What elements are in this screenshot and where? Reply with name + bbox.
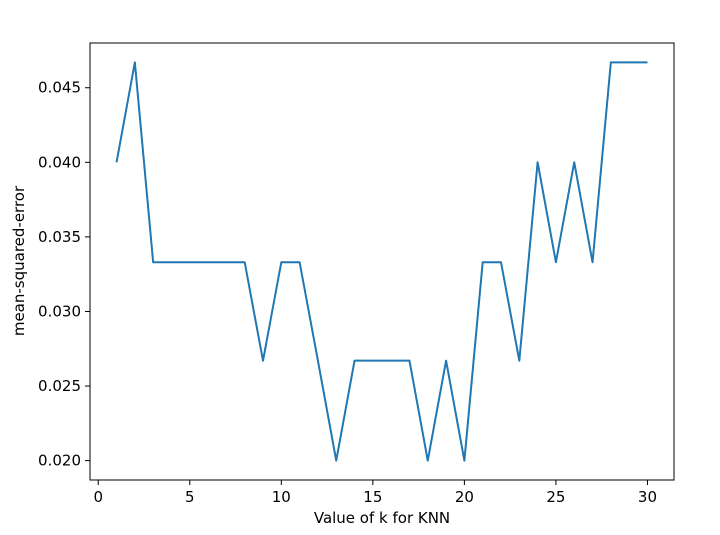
- y-tick-label: 0.045: [38, 79, 81, 97]
- x-tick-label: 0: [93, 488, 103, 506]
- plot-frame: [89, 42, 675, 481]
- y-axis-ticks: 0.020 0.025 0.030 0.035 0.040 0.045: [38, 79, 90, 470]
- x-tick-label: 5: [185, 488, 195, 506]
- y-tick-label: 0.030: [38, 302, 81, 320]
- x-tick-label: 25: [546, 488, 565, 506]
- x-tick-label: 20: [455, 488, 474, 506]
- x-axis-label: Value of k for KNN: [314, 509, 450, 527]
- y-axis-label: mean-squared-error: [10, 185, 28, 336]
- y-tick-label: 0.040: [38, 153, 81, 171]
- y-tick-label: 0.020: [38, 452, 81, 470]
- x-tick-label: 30: [638, 488, 657, 506]
- x-tick-label: 10: [272, 488, 291, 506]
- x-tick-label: 15: [363, 488, 382, 506]
- series-line: [115, 61, 648, 462]
- y-tick-label: 0.025: [38, 377, 81, 395]
- x-axis-ticks: 0 5 10 15 20 25 30: [93, 480, 657, 506]
- y-tick-label: 0.035: [38, 228, 81, 246]
